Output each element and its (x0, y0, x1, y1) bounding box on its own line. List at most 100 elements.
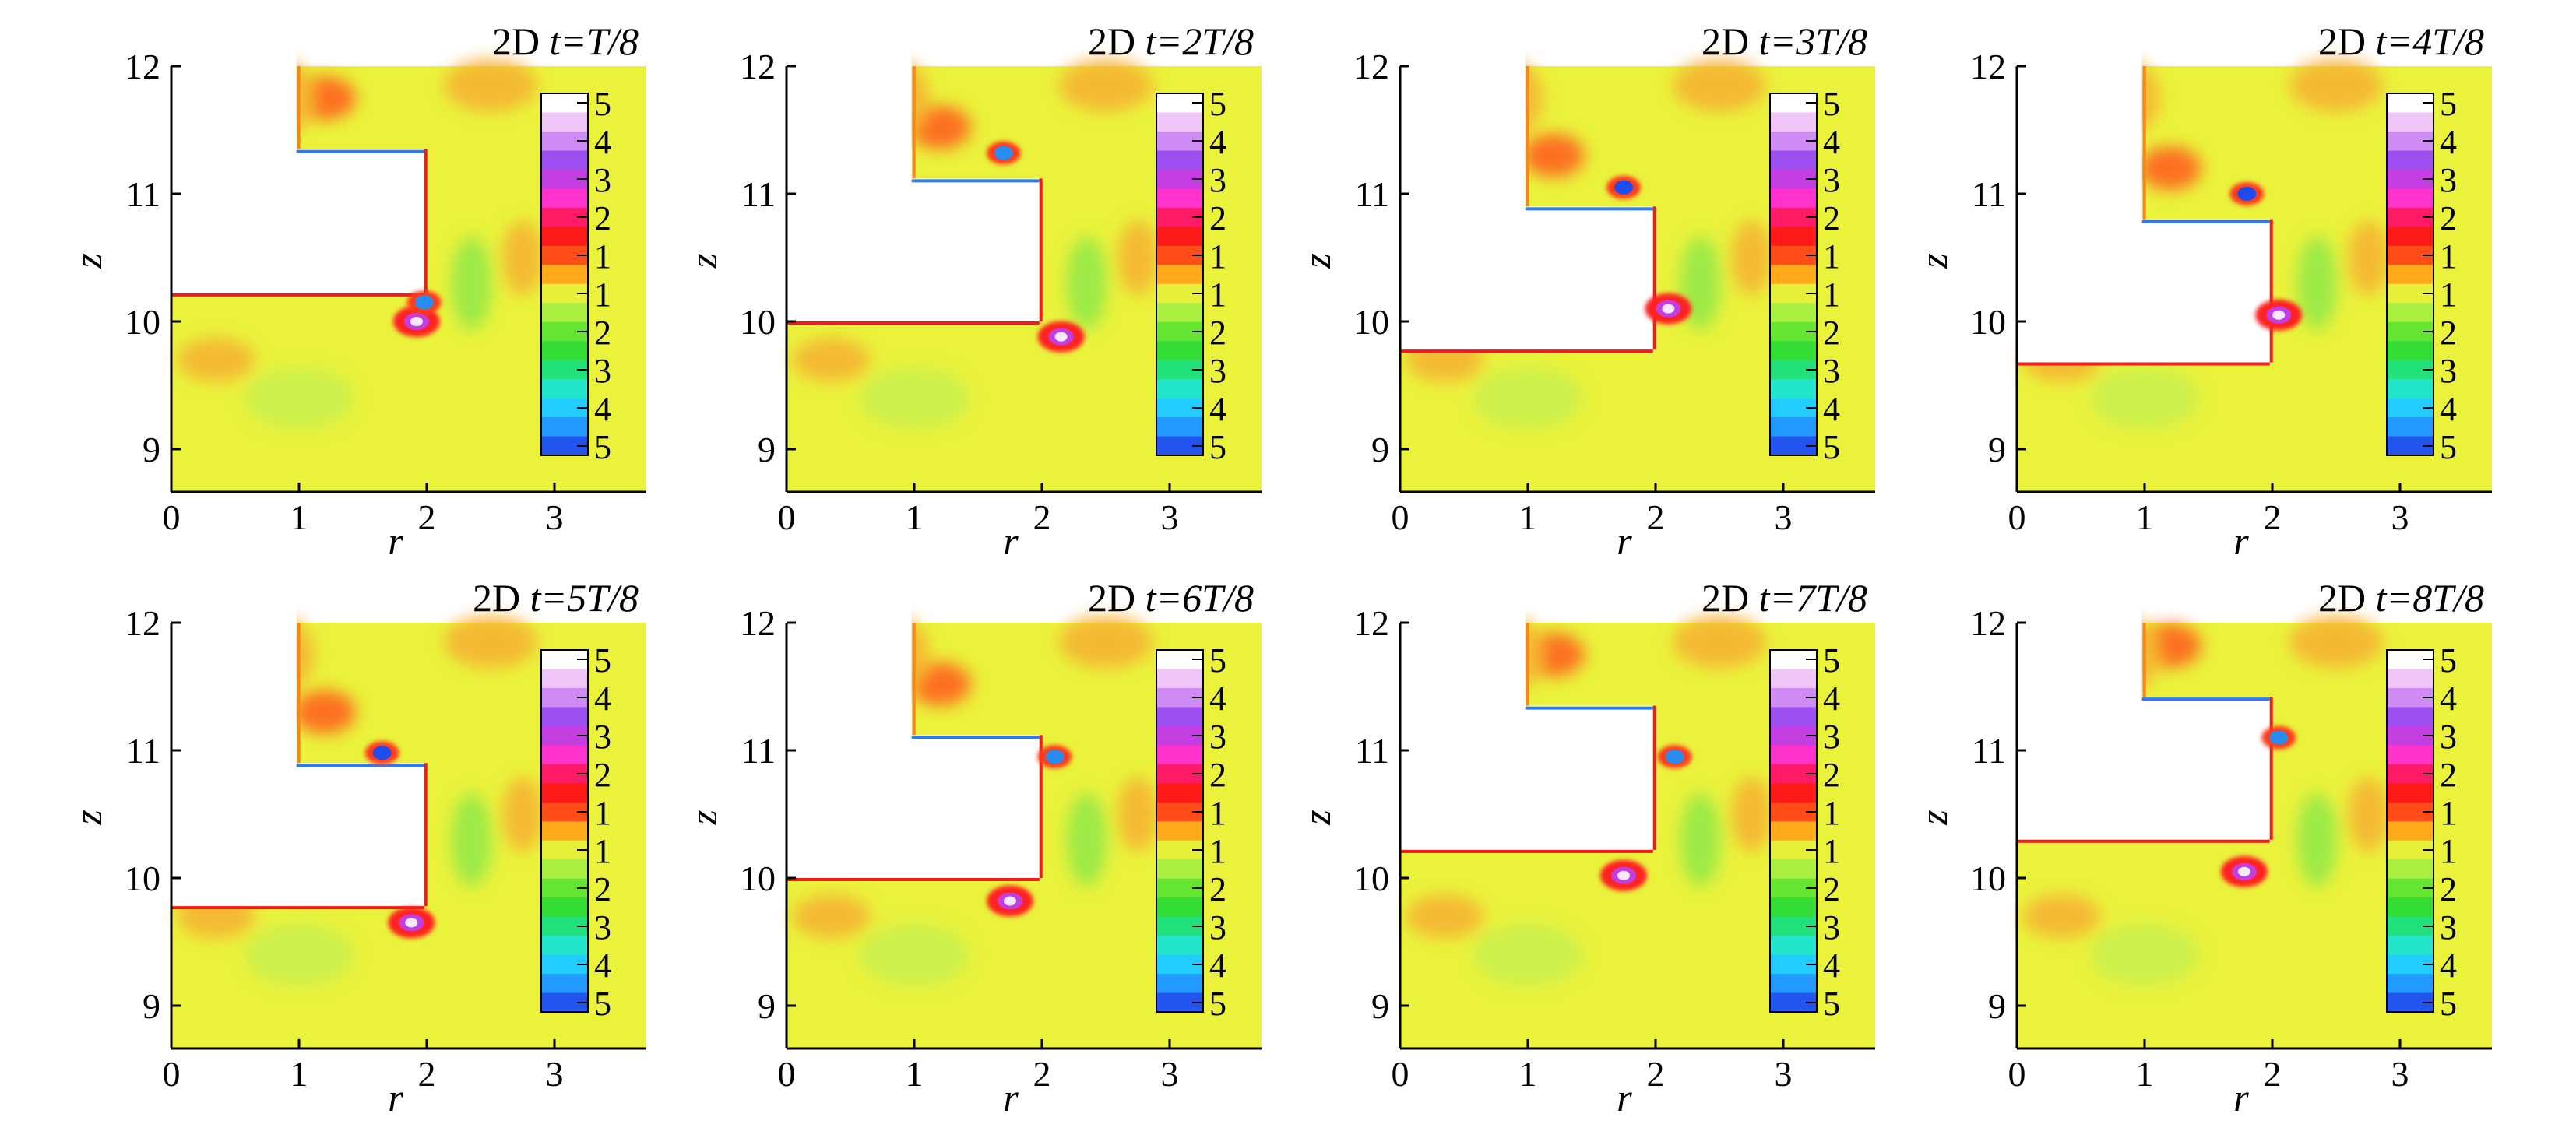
colorbar-band (2387, 188, 2433, 209)
colorbar-band (541, 379, 588, 399)
colorbar-band (541, 417, 588, 437)
colorbar-band (2387, 821, 2433, 841)
colorbar-label: 1 (1209, 832, 1226, 870)
panel-title: 2D t=2T/8 (1088, 19, 1254, 63)
vortex-core (414, 295, 434, 310)
panel-title-time: 6T/8 (1182, 576, 1254, 620)
panel-title: 2D t=6T/8 (1088, 576, 1254, 620)
y-tick-label: 9 (1371, 986, 1389, 1026)
y-tick-label: 12 (125, 47, 160, 86)
x-tick-label: 3 (546, 1054, 564, 1094)
colorbar-band (1770, 112, 1817, 132)
panel-title-label: 2D (492, 19, 550, 63)
green-patch (2296, 236, 2338, 330)
red-patch (1522, 133, 1585, 177)
colorbar-band (541, 112, 588, 132)
orange-patch (2289, 615, 2383, 669)
colorbar-label: 2 (1209, 870, 1226, 908)
panel-title-time: 5T/8 (567, 576, 639, 620)
colorbar-label: 5 (1823, 85, 1840, 123)
colorbar-band (541, 783, 588, 803)
colorbar-label: 3 (2440, 718, 2457, 756)
x-axis-label: r (1617, 1076, 1632, 1119)
green-patch (245, 923, 354, 986)
panel-title-time-symbol: t= (1759, 576, 1797, 620)
colorbar-band (1156, 669, 1203, 689)
colorbar-label: 2 (594, 314, 611, 352)
x-tick-label: 2 (418, 497, 436, 537)
colorbar-label: 2 (594, 199, 611, 237)
x-tick-label: 0 (1392, 497, 1409, 537)
x-tick-label: 1 (2136, 497, 2154, 537)
colorbar-band (541, 974, 588, 994)
green-patch (451, 236, 492, 330)
panel-title-time: T/8 (586, 19, 639, 63)
colorbar-label: 3 (1209, 718, 1226, 756)
x-tick-label: 2 (1033, 497, 1051, 537)
colorbar-label: 3 (1209, 908, 1226, 947)
colorbar-band (541, 227, 588, 247)
x-tick-label: 1 (2136, 1054, 2154, 1094)
green-patch (245, 367, 354, 430)
panel-title-label: 2D (2318, 19, 2376, 63)
colorbar-band (2387, 112, 2433, 132)
colorbar-label: 3 (1823, 161, 1840, 199)
vortex-center (2272, 310, 2286, 320)
colorbar-band (1770, 821, 1817, 841)
solid-body-top (1399, 557, 1526, 623)
colorbar-band (1156, 265, 1203, 285)
green-patch (451, 792, 492, 887)
colorbar-label: 1 (2440, 237, 2457, 276)
orange-patch (1059, 615, 1153, 669)
colorbar-band (1770, 669, 1817, 689)
colorbar-label: 3 (1209, 352, 1226, 390)
colorbar-label: 5 (1823, 641, 1840, 680)
colorbar-band (1156, 897, 1203, 918)
colorbar-label: 5 (2440, 985, 2457, 1023)
orange-patch (502, 777, 543, 852)
y-tick-label: 10 (740, 302, 776, 342)
colorbar-label: 4 (594, 390, 611, 428)
colorbar-label: 1 (2440, 276, 2457, 314)
x-tick-label: 0 (163, 1054, 181, 1094)
colorbar-band (2387, 303, 2433, 323)
y-tick-label: 10 (1970, 859, 2006, 898)
colorbar-band (1156, 341, 1203, 361)
panel-title-time: 4T/8 (2412, 19, 2484, 63)
colorbar-band (1770, 303, 1817, 323)
colorbar-label: 4 (594, 947, 611, 985)
x-axis-label: r (2233, 519, 2249, 563)
green-patch (1066, 792, 1107, 887)
orange-patch (1673, 58, 1766, 112)
colorbar-label: 4 (1823, 123, 1840, 161)
colorbar-label: 1 (1823, 276, 1840, 314)
colorbar-band (1770, 188, 1817, 209)
y-axis-label: z (681, 253, 725, 269)
colorbar-label: 4 (2440, 123, 2457, 161)
colorbar-frame (540, 93, 589, 456)
colorbar-label: 5 (594, 985, 611, 1023)
colorbar-label: 2 (2440, 870, 2457, 908)
y-tick-label: 9 (143, 430, 160, 469)
orange-patch (2289, 58, 2383, 112)
solid-body (171, 66, 424, 293)
panel-title: 2D t=T/8 (492, 19, 639, 63)
colorbar-band (541, 265, 588, 285)
colorbar-label: 4 (594, 680, 611, 718)
orange-patch (444, 615, 537, 669)
panel-title: 2D t=5T/8 (473, 576, 639, 620)
colorbar-label: 4 (594, 123, 611, 161)
colorbar-label: 3 (1209, 161, 1226, 199)
panel-title: 2D t=4T/8 (2318, 19, 2484, 63)
y-tick-label: 10 (125, 302, 160, 342)
colorbar-label: 5 (594, 428, 611, 466)
colorbar-label: 4 (1823, 947, 1840, 985)
colorbar-band (2387, 417, 2433, 437)
colorbar-label: 1 (1209, 237, 1226, 276)
vortex-center (1004, 896, 1016, 906)
